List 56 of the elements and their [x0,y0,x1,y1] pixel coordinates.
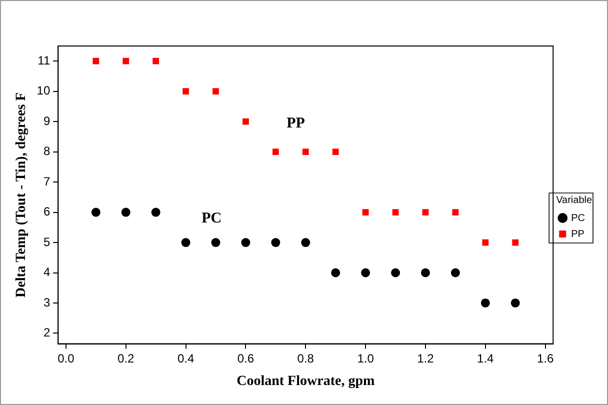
point [391,268,400,278]
point [271,238,280,248]
legend-label: PP [571,228,585,240]
y-tick-label: 4 [43,265,50,280]
x-tick-label: 0.2 [118,351,135,366]
y-tick-label: 2 [43,326,50,340]
legend-label: PC [571,212,586,224]
y-tick-label: 10 [36,84,50,98]
x-axis-title: Coolant Flowrate, gpm [236,374,375,390]
point [91,208,100,217]
point [242,118,249,125]
annotation: PC [202,210,222,227]
y-tick-label: 7 [43,174,50,188]
point [122,58,130,64]
y-tick-label: 9 [43,114,50,128]
x-tick-label: 0.4 [177,351,194,366]
point [332,148,339,155]
point [392,209,399,216]
y-tick-label: 11 [38,53,50,68]
point [512,239,519,246]
y-tick-label: 6 [43,204,50,219]
point [121,208,130,217]
x-tick-label: 1.0 [357,351,374,366]
point [420,268,430,278]
point [482,239,489,246]
point [211,238,220,248]
x-tick-label: 1.4 [477,351,494,366]
y-tick-label: 8 [43,144,50,158]
point [272,148,279,155]
x-tick-label: 1.6 [536,351,554,366]
point [212,88,219,95]
point [510,298,520,308]
point [480,298,490,308]
point [452,209,459,216]
point [181,238,190,248]
legend-title: Variable [556,194,592,206]
point [182,88,189,95]
point [361,268,370,278]
y-tick-label: 5 [43,234,50,249]
annotation: PP [286,115,305,132]
x-tick-label: 0.6 [237,351,254,366]
point [362,209,369,216]
y-tick-label: 3 [43,295,50,310]
point [92,58,100,64]
x-tick-label: 0.0 [58,351,75,366]
point [331,268,340,278]
x-tick-label: 1.2 [417,351,434,366]
point [450,268,460,278]
point [422,209,429,216]
point [302,148,309,155]
point [152,58,160,64]
y-axis-title: Delta Temp (Tout - Tin), degrees F [14,92,30,298]
point [151,208,160,217]
point [241,238,250,248]
point [301,238,310,248]
x-tick-label: 0.8 [297,351,314,366]
